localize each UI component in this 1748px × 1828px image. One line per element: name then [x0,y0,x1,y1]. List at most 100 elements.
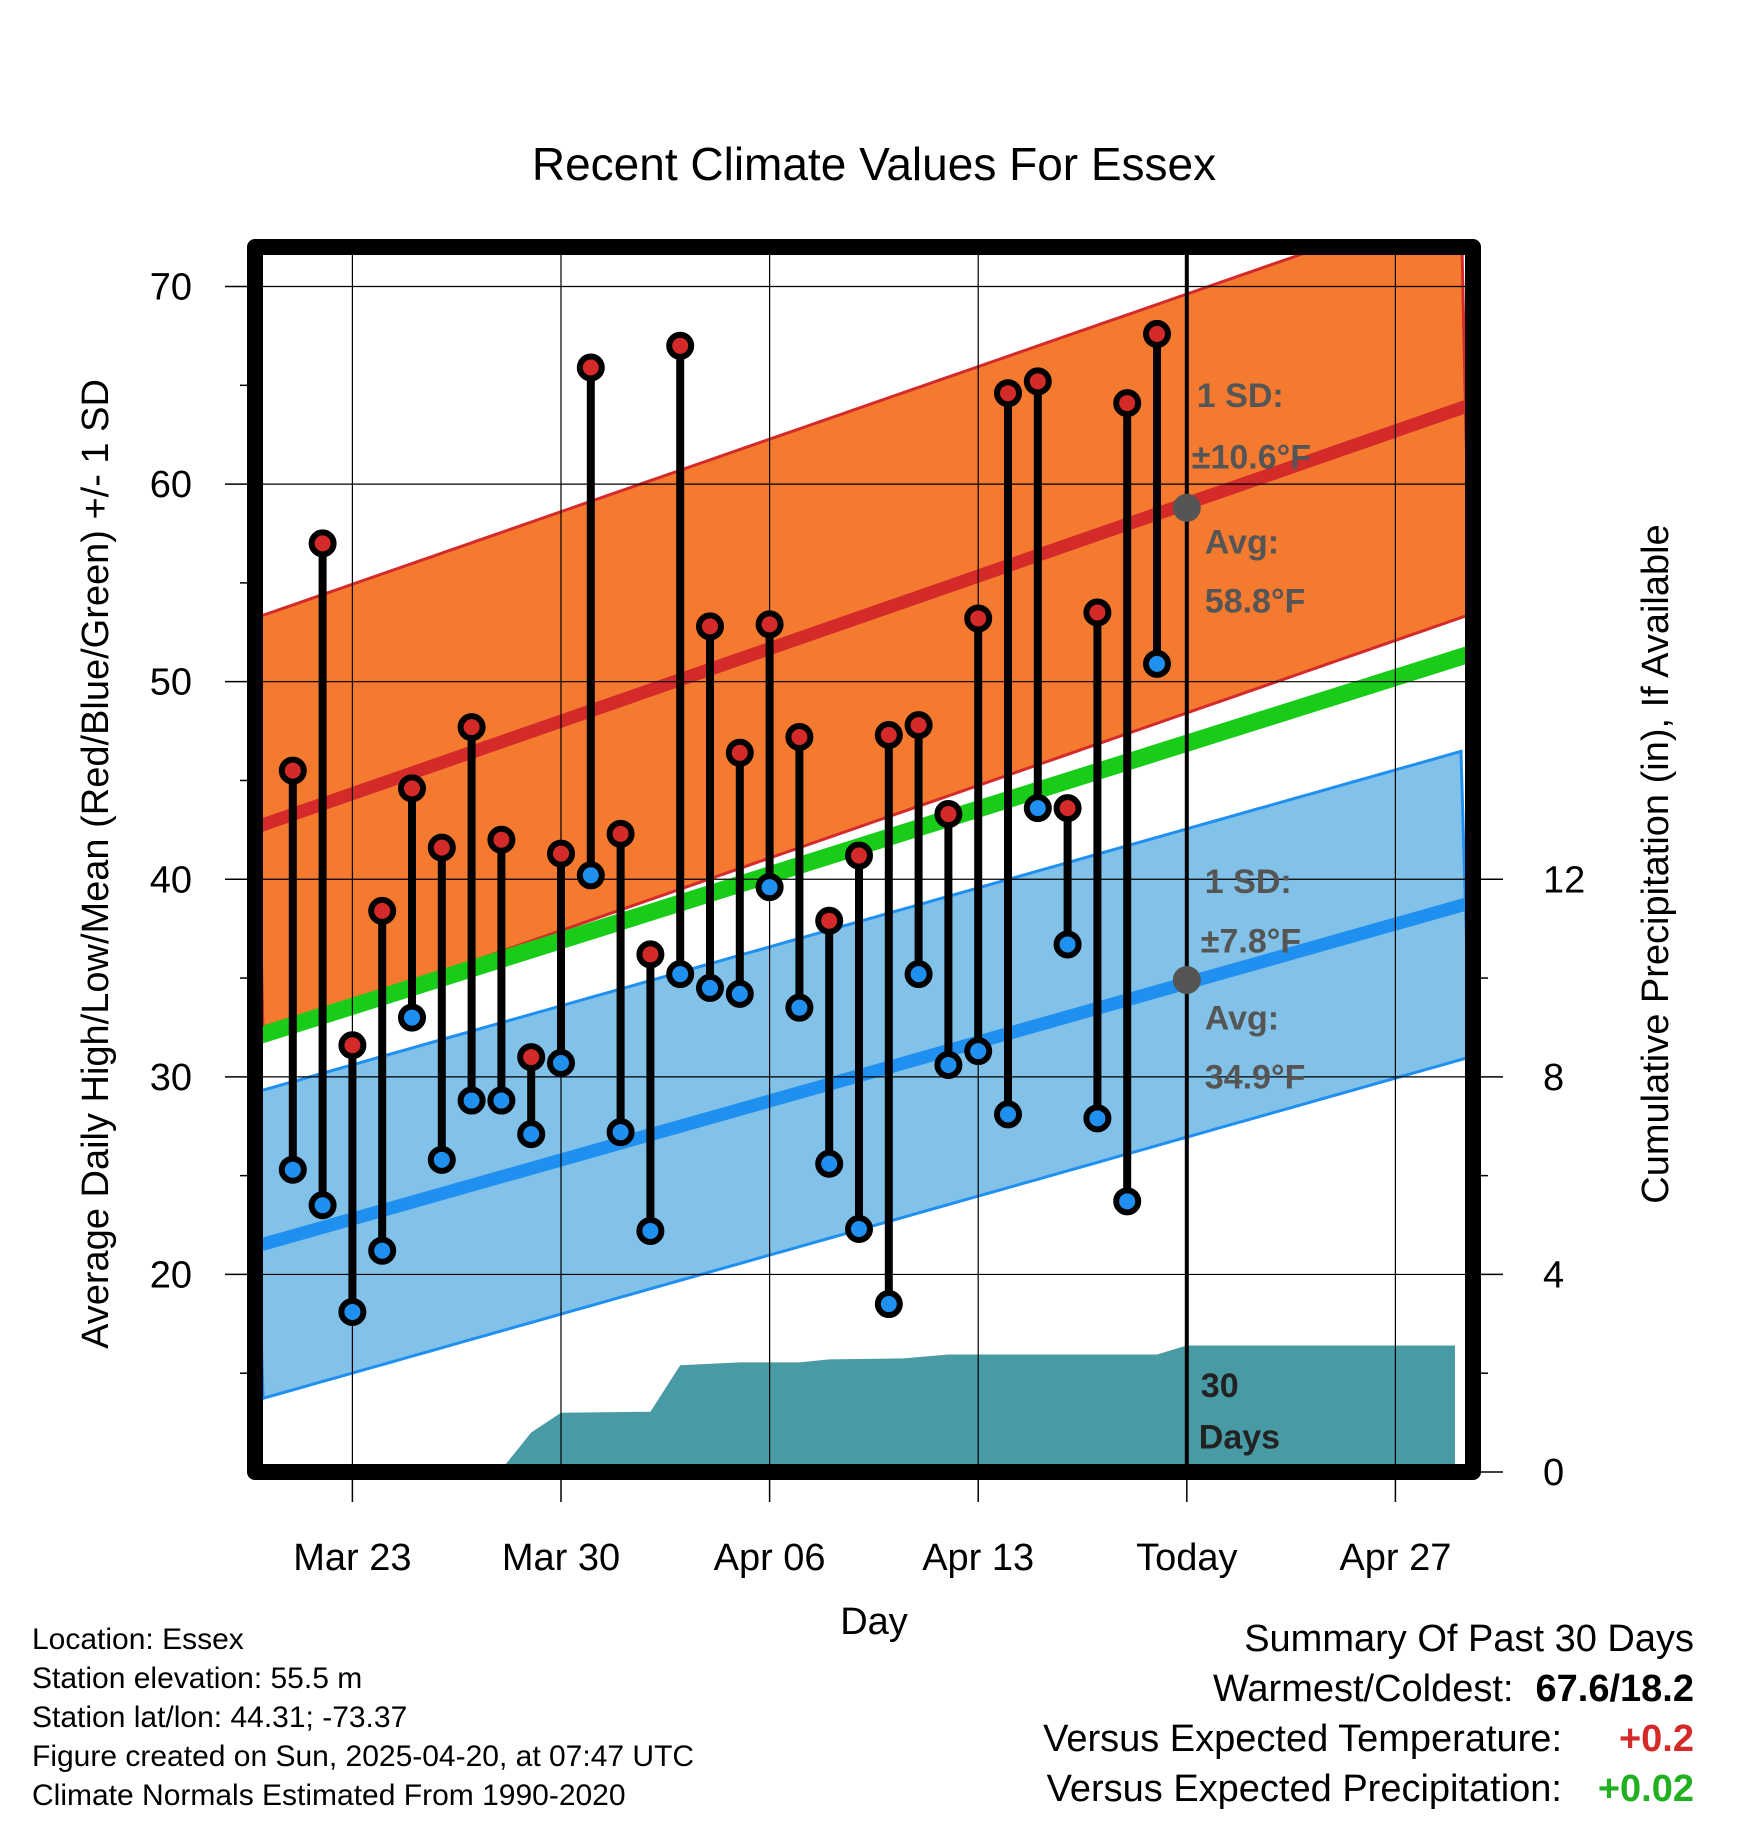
high-avg-value: 58.8°F [1205,583,1306,621]
daily-high-point [845,841,873,870]
today-high-avg-marker [1172,493,1201,522]
y-tick-label-left: 20 [150,1254,192,1296]
daily-low-point [785,993,814,1022]
y-tick-label-right: 0 [1543,1452,1564,1494]
daily-low-point [1053,930,1082,959]
x-tick-label: Today [1136,1537,1237,1579]
daily-low-point [815,1149,844,1178]
high-sd-label: 1 SD: [1197,377,1284,415]
daily-low-point [278,1155,307,1184]
daily-high-point [874,721,903,750]
chart-title: Recent Climate Values For Essex [532,138,1216,190]
daily-high-point [994,379,1022,408]
x-tick-label: Apr 27 [1339,1537,1451,1579]
summary-panel: Summary Of Past 30 Days Warmest/Coldest:… [1043,1614,1694,1814]
x-tick-label: Mar 23 [293,1537,411,1579]
daily-low-point [696,973,724,1002]
temp-anomaly-label: Versus Expected Temperature: [1043,1718,1562,1760]
y-tick-label-right: 12 [1543,859,1585,901]
y-tick-label-left: 70 [150,267,192,309]
y-tick-label-left: 30 [150,1057,192,1099]
x-tick-label: Apr 06 [714,1537,826,1579]
created-text: Figure created on Sun, 2025-04-20, at 07… [32,1740,695,1773]
warmest-coldest-label: Warmest/Coldest: [1212,1668,1514,1710]
daily-low-point [964,1037,993,1066]
daily-low-point [725,979,754,1008]
daily-low-point [368,1236,397,1265]
normals-text: Climate Normals Estimated From 1990-2020 [32,1779,626,1812]
daily-low-point [398,1003,426,1032]
daily-low-point [547,1049,575,1078]
daily-high-point [934,800,963,829]
low-avg-label: Avg: [1205,999,1279,1037]
low-avg-value: 34.9°F [1205,1059,1306,1097]
daily-high-point [576,353,605,382]
daily-high-point [606,819,635,848]
daily-high-point [1113,389,1142,418]
daily-low-point [517,1120,546,1149]
daily-high-point [398,774,426,803]
window-label-days: Days [1199,1418,1280,1456]
daily-high-point [1053,794,1082,823]
daily-low-point [427,1145,456,1174]
precip-anomaly-value: +0.02 [1597,1768,1694,1810]
today-low-avg-marker [1172,966,1201,995]
plot-frame [247,239,1481,1480]
daily-low-point [487,1086,516,1115]
y-tick-label-left: 50 [150,662,192,704]
daily-low-point [606,1118,635,1147]
daily-low-point [1083,1104,1112,1133]
daily-high-point [636,940,665,969]
y-tick-label-left: 60 [150,464,192,506]
daily-high-point [547,839,575,868]
x-tick-label: Apr 13 [922,1537,1034,1579]
daily-low-point [666,960,695,989]
temp-anomaly-value: +0.2 [1618,1718,1694,1760]
daily-low-point [845,1214,873,1243]
location-text: Location: Essex [32,1623,244,1656]
daily-high-point [785,723,814,751]
daily-high-point [666,331,695,360]
station-info: Location: Essex Station elevation: 55.5 … [32,1620,694,1815]
y-tick-label-left: 40 [150,859,192,901]
elevation-text: Station elevation: 55.5 m [32,1662,363,1695]
daily-high-point [1023,367,1052,396]
high-sd-value: ±10.6°F [1192,438,1311,476]
daily-high-point [964,604,993,633]
daily-low-point [994,1100,1022,1129]
daily-high-point [368,896,397,925]
summary-title: Summary Of Past 30 Days [1244,1618,1694,1660]
daily-low-point [1023,794,1052,823]
x-tick-label: Mar 30 [502,1537,620,1579]
daily-high-point [457,713,486,742]
daily-low-point [576,861,605,890]
window-label-number: 30 [1201,1367,1239,1405]
daily-low-point [755,873,784,902]
daily-low-point [904,960,933,989]
daily-low-point [338,1297,367,1326]
warmest-coldest-row: Warmest/Coldest: 67.6/18.2 [1043,1664,1694,1714]
daily-low-point [636,1216,665,1245]
normal-high-line [255,398,1473,835]
daily-low-point [874,1290,903,1319]
daily-high-point [696,612,724,641]
daily-high-point [487,825,516,854]
daily-low-point [934,1050,963,1079]
temp-anomaly-row: Versus Expected Temperature: +0.2 [1043,1714,1694,1764]
daily-high-point [338,1031,367,1060]
daily-high-point [904,711,933,740]
precip-anomaly-label: Versus Expected Precipitation: [1046,1768,1562,1810]
daily-high-point [1083,598,1112,627]
daily-low-point [1113,1187,1142,1216]
daily-high-point [725,738,754,767]
x-axis-label: Day [840,1601,908,1643]
daily-high-point [815,906,844,935]
daily-high-point [1143,319,1171,348]
y-axis-label-left: Average Daily High/Low/Mean (Red/Blue/Gr… [75,379,117,1349]
daily-low-point [308,1191,337,1220]
daily-high-point [308,529,337,558]
y-tick-label-right: 8 [1543,1057,1564,1099]
y-axis-label-right: Cumulative Precipitation (in), If Availa… [1635,524,1677,1203]
daily-low-point [1143,649,1171,678]
